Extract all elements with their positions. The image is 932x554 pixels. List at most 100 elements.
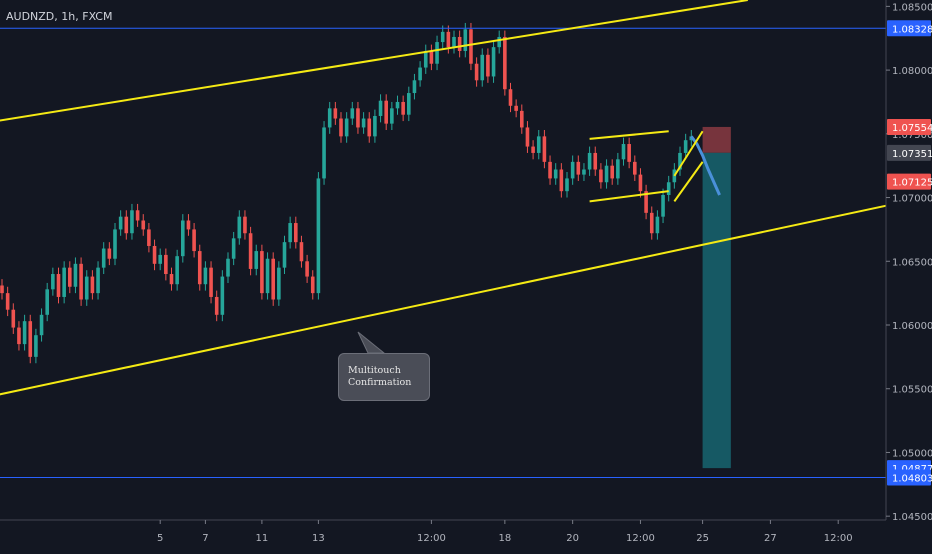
- x-tick-label-10: 12:00: [824, 533, 853, 544]
- candle-body: [327, 108, 332, 128]
- candle-body: [5, 293, 10, 310]
- y-tick-label-3: 1.07000: [892, 194, 932, 205]
- callout-note[interactable]: Multitouch Confirmation: [338, 353, 430, 401]
- candle-body: [169, 274, 174, 285]
- trend-line-3: [589, 190, 669, 203]
- stop-loss-zone: [702, 126, 731, 153]
- candle-body: [277, 267, 281, 300]
- candle-body: [118, 216, 123, 230]
- candle-body: [197, 251, 202, 285]
- candle-body: [565, 178, 569, 192]
- candle-body: [683, 140, 688, 153]
- trend-line-1: [0, 194, 932, 396]
- candle-body: [203, 267, 208, 285]
- candle-body: [610, 165, 614, 179]
- candle-body: [107, 248, 112, 259]
- x-tick-label-8: 25: [696, 533, 709, 544]
- candle-body: [294, 223, 298, 243]
- x-tick-label-5: 18: [498, 533, 511, 544]
- candle-body: [186, 220, 191, 230]
- candle-body: [130, 210, 134, 234]
- x-tick-label-3: 13: [312, 533, 325, 544]
- price-label-5: 1.04803: [892, 474, 932, 485]
- candle-body: [435, 42, 439, 64]
- candle-body: [260, 251, 264, 294]
- price-label-3: 1.07125: [892, 178, 932, 189]
- candle-body: [378, 100, 383, 116]
- x-tick-label-2: 11: [256, 533, 269, 544]
- price-label-2: 1.07351: [892, 149, 932, 160]
- candle-body: [678, 152, 682, 170]
- candle-body: [356, 108, 360, 128]
- candle-body: [508, 89, 513, 106]
- candle-body: [384, 100, 388, 124]
- x-tick-label-6: 20: [566, 533, 579, 544]
- candle-body: [248, 233, 253, 269]
- candle-body: [390, 108, 394, 124]
- candle-body: [282, 242, 287, 268]
- price-axis-panel: [886, 0, 932, 550]
- candle-body: [62, 267, 66, 297]
- price-label-bg-0: [887, 20, 931, 37]
- candle-body: [96, 267, 100, 294]
- candle-body: [531, 146, 535, 153]
- candle-body: [254, 251, 259, 269]
- candle-body: [141, 220, 146, 230]
- candle-body: [486, 54, 490, 77]
- candle-body: [164, 254, 168, 275]
- trend-line-2: [589, 130, 669, 140]
- y-tick-label-2: 1.07500: [892, 130, 932, 141]
- candle-body: [181, 220, 185, 257]
- candle-body: [644, 191, 648, 213]
- candle-body: [627, 144, 631, 162]
- candle-body: [616, 159, 620, 179]
- candle-body: [638, 174, 643, 192]
- price-label-bg-3: [887, 173, 931, 190]
- candle-body: [666, 182, 671, 195]
- candle-body: [514, 105, 518, 111]
- candle-body: [84, 276, 89, 300]
- candle-body: [316, 178, 321, 294]
- candle-body: [226, 258, 230, 277]
- candle-body: [463, 29, 468, 51]
- candle-body: [214, 296, 219, 315]
- x-tick-label-7: 12:00: [626, 533, 655, 544]
- trend-line-0: [0, 0, 748, 122]
- candle-body: [322, 127, 326, 179]
- candle-body: [243, 216, 247, 234]
- y-tick-label-4: 1.06500: [892, 257, 932, 268]
- candle-body: [633, 161, 637, 175]
- price-label-bg-1: [887, 118, 931, 135]
- candle-body: [418, 67, 422, 81]
- candle-body: [152, 245, 157, 264]
- candle-body: [570, 161, 575, 179]
- candle-body: [220, 276, 225, 315]
- candle-body: [474, 63, 479, 81]
- candle-body: [73, 263, 78, 287]
- candle-body: [407, 93, 411, 115]
- y-tick-label-7: 1.05000: [892, 448, 932, 459]
- candle-body: [395, 101, 400, 109]
- y-tick-label-0: 1.08500: [892, 2, 932, 13]
- candle-body: [344, 118, 349, 137]
- price-label-bg-5: [887, 469, 931, 486]
- candle-body: [412, 80, 417, 94]
- candle-body: [271, 258, 275, 300]
- candle-body: [231, 238, 236, 259]
- trend-line-5: [673, 161, 704, 202]
- price-label-bg-2: [887, 144, 931, 161]
- candle-body: [536, 136, 541, 153]
- candle-body: [51, 274, 55, 290]
- candle-body: [333, 108, 338, 119]
- candle-body: [621, 144, 626, 160]
- candle-body: [576, 161, 581, 175]
- candle-body: [661, 195, 665, 217]
- take-profit-zone: [702, 152, 731, 469]
- candle-body: [599, 169, 603, 183]
- candle-body: [582, 169, 586, 175]
- x-tick-label-4: 12:00: [417, 533, 446, 544]
- callout-line-1: Multitouch: [348, 365, 401, 376]
- candle-body: [0, 285, 4, 294]
